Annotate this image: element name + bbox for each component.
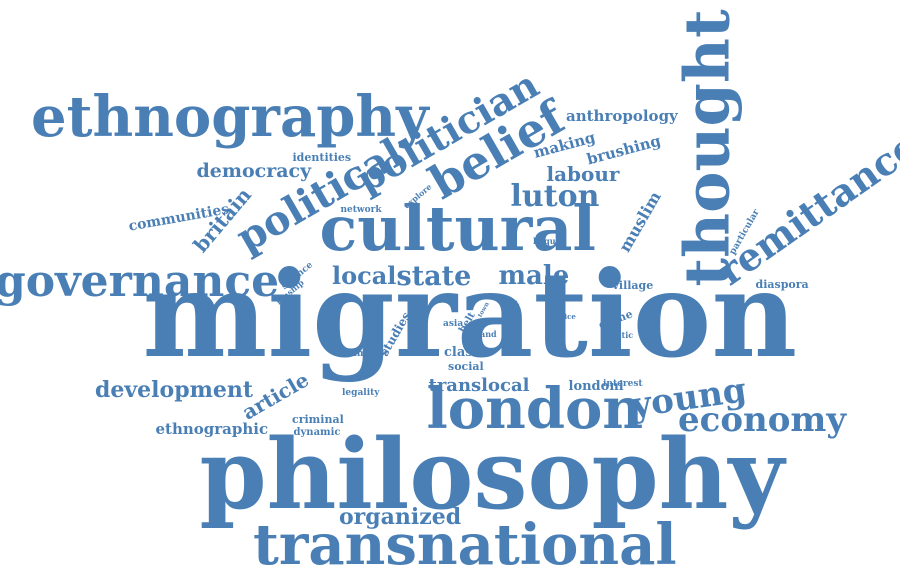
word-hoque: hoque <box>533 236 561 246</box>
word-anthropology: anthropology <box>566 106 678 125</box>
word-interest: interest <box>603 378 643 389</box>
word-labour: labour <box>546 162 620 186</box>
word-luton: luton <box>510 179 600 214</box>
word-impact: impact <box>353 348 389 359</box>
word-london: london <box>426 376 644 442</box>
word-politic: politic <box>604 330 634 340</box>
word-londoni: londoni <box>568 378 624 394</box>
word-asia: asia <box>443 318 464 329</box>
word-legality: legality <box>342 387 380 398</box>
word-organized: organized <box>339 504 462 530</box>
word-ethnography: ethnography <box>31 84 429 150</box>
word-network: network <box>340 204 382 215</box>
word-criminal: criminal <box>292 412 344 426</box>
word-state: state <box>396 260 472 292</box>
word-village: village <box>612 278 654 292</box>
word-development: development <box>95 377 254 403</box>
word-identities: identities <box>292 150 352 164</box>
word-land: land <box>477 329 497 339</box>
word-ethnographic: ethnographic <box>155 419 269 438</box>
word-economy: economy <box>678 400 847 440</box>
word-democracy: democracy <box>196 159 312 182</box>
word-social: social <box>448 359 484 373</box>
word-philosophy: philosophy <box>199 418 785 531</box>
word-translocal: translocal <box>428 375 530 396</box>
word-transnational: transnational <box>253 512 677 572</box>
word-cultural: cultural <box>319 192 597 265</box>
word-class: class <box>444 344 480 360</box>
word-diaspora: diaspora <box>755 277 809 291</box>
word-migration: migration <box>142 245 798 384</box>
word-male: male <box>498 261 570 291</box>
word-dynamic: dynamic <box>293 427 341 438</box>
word-office: office <box>554 311 576 321</box>
word-brushing: brushing <box>584 131 663 169</box>
word-local: local <box>332 261 397 290</box>
word-governance: governance <box>0 256 280 307</box>
